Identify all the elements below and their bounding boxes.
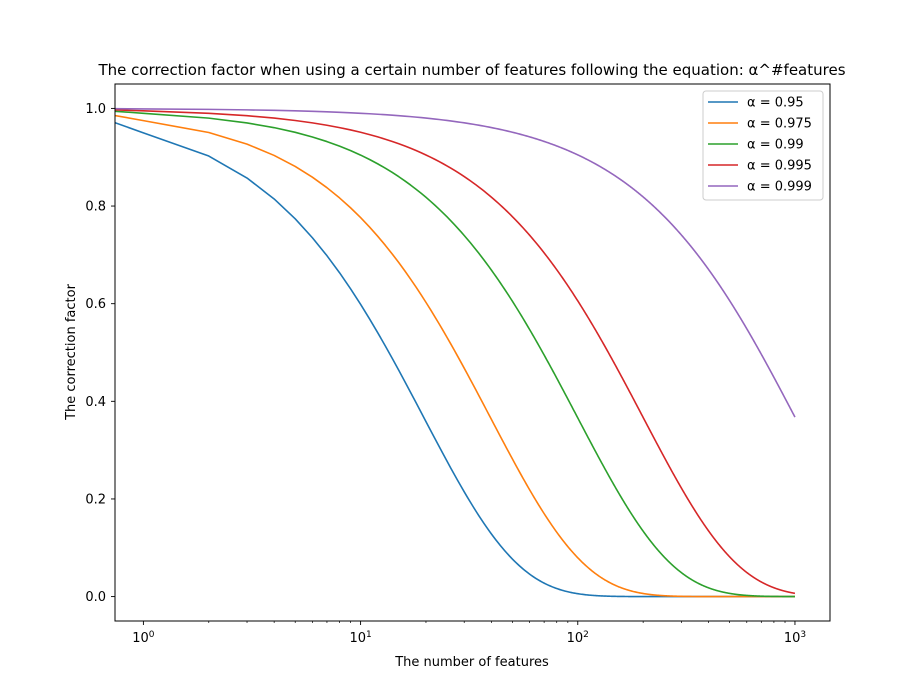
legend-label-3: α = 0.99 bbox=[747, 138, 804, 153]
legend: α = 0.95 α = 0.975 α = 0.99 α = 0.995 α = 0.… bbox=[702, 90, 824, 201]
x-axis-label: The number of features bbox=[394, 655, 549, 670]
series-line-3 bbox=[115, 110, 796, 598]
chart-title: The correction factor when using a certa… bbox=[97, 61, 845, 79]
legend-label-2: α = 0.975 bbox=[747, 117, 812, 132]
legend-label-1: α = 0.95 bbox=[747, 96, 804, 111]
series-lines bbox=[115, 107, 796, 598]
y-tick-label: 0.2 bbox=[85, 492, 106, 507]
x-tick-label: 101 bbox=[349, 630, 371, 646]
plot-area-frame bbox=[114, 83, 831, 622]
y-tick-label: 0.8 bbox=[85, 200, 106, 215]
x-tick-label: 103 bbox=[784, 630, 806, 646]
legend-label-5: α = 0.999 bbox=[747, 180, 812, 195]
y-axis-ticks: 0.0 0.2 0.4 0.6 0.8 1.0 bbox=[85, 102, 115, 605]
y-axis-label: The correction factor bbox=[64, 283, 79, 421]
x-axis-ticks: 100 101 102 103 bbox=[132, 621, 806, 646]
series-line-4 bbox=[115, 109, 796, 595]
y-tick-label: 0.6 bbox=[85, 297, 106, 312]
series-line-5 bbox=[115, 107, 796, 418]
y-tick-label: 1.0 bbox=[85, 102, 106, 117]
x-tick-label: 102 bbox=[567, 630, 589, 646]
y-tick-label: 0.0 bbox=[85, 590, 106, 605]
legend-label-4: α = 0.995 bbox=[747, 159, 812, 174]
legend-box bbox=[702, 90, 824, 201]
y-tick-label: 0.4 bbox=[85, 395, 106, 410]
x-tick-label: 100 bbox=[132, 630, 155, 646]
